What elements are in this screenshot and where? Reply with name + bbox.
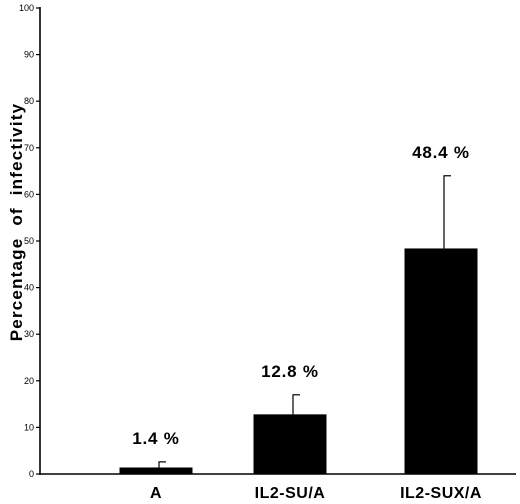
y-tick-label: 100 <box>19 3 34 13</box>
data-label: 48.4 % <box>412 143 470 162</box>
y-tick-label: 0 <box>29 469 34 479</box>
y-tick-label: 30 <box>24 329 34 339</box>
error-bars <box>158 175 451 468</box>
category-label: A <box>150 485 162 502</box>
y-tick-label: 60 <box>24 189 34 199</box>
y-tick-label: 50 <box>24 236 34 246</box>
category-label: IL2-SUX/A <box>400 485 482 502</box>
data-label: 12.8 % <box>261 362 319 381</box>
bar <box>253 414 327 474</box>
data-labels: 1.4 % 12.8 % 48.4 % <box>132 143 470 448</box>
y-axis-ticks: 0 10 20 30 40 50 60 70 80 90 100 <box>19 3 40 479</box>
y-tick-label: 70 <box>24 143 34 153</box>
y-tick-label: 90 <box>24 50 34 60</box>
y-tick-label: 40 <box>24 283 34 293</box>
y-tick-label: 20 <box>24 376 34 386</box>
category-label: IL2-SU/A <box>255 485 326 502</box>
y-tick-label: 10 <box>24 422 34 432</box>
y-tick-label: 80 <box>24 96 34 106</box>
y-axis-title: Percentage of infectivity <box>7 103 26 342</box>
bar <box>404 248 478 474</box>
bar <box>119 467 193 474</box>
data-label: 1.4 % <box>132 429 179 448</box>
bars <box>119 248 478 474</box>
category-labels: A IL2-SU/A IL2-SUX/A <box>150 485 482 502</box>
